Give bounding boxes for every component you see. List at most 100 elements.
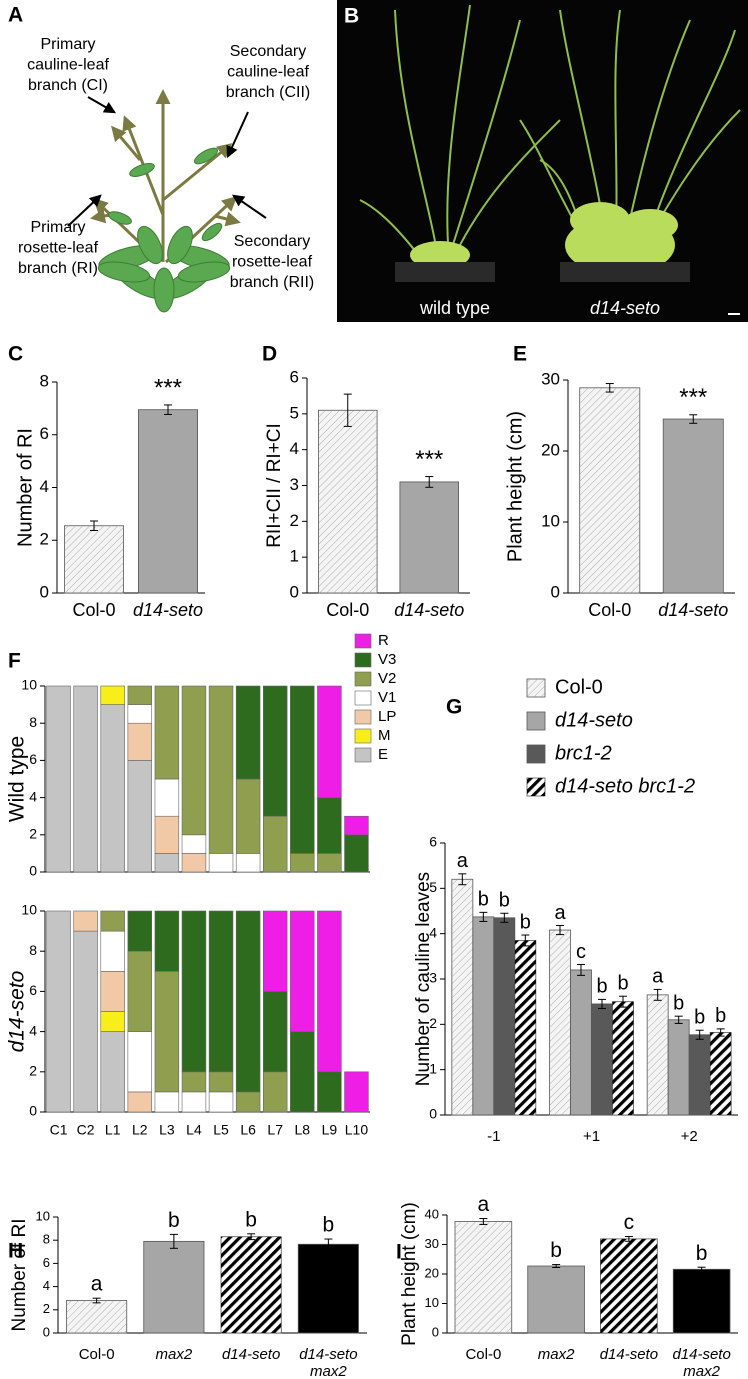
photo (337, 0, 748, 322)
bar-segment (235, 1091, 261, 1113)
significance: *** (679, 384, 707, 411)
x-tick-label: d14-seto (658, 600, 728, 620)
bar-segment (208, 1091, 234, 1113)
x-tick-label: +2 (681, 1128, 698, 1145)
diagram-label: branch (RII) (230, 274, 314, 291)
bar-segment (235, 853, 261, 873)
x-tick-label: d14-seto (299, 1346, 357, 1363)
x-tick-label: L5 (213, 1122, 229, 1138)
bar-segment (181, 853, 207, 873)
diagram-label: branch (CI) (28, 77, 108, 94)
legend-swatch (354, 671, 372, 687)
error-bar (458, 873, 467, 886)
bar-hatch (514, 940, 536, 1115)
bar-segment (317, 685, 342, 798)
y-tick-label: 0 (290, 582, 299, 601)
diagram-label: rosette-leaf (232, 254, 313, 271)
y-axis-label: Plant height (cm) (399, 1202, 420, 1346)
bar-segment (208, 910, 234, 1073)
diagram-label: cauline-leaf (227, 64, 309, 81)
bar-segment (344, 834, 369, 873)
y-tick-label: 2 (29, 1063, 37, 1079)
bar (591, 1003, 613, 1116)
bar-segment (290, 685, 315, 854)
significance: b (696, 1242, 708, 1265)
bar (688, 1034, 711, 1116)
bar-segment (208, 1071, 234, 1093)
bar-segment (181, 685, 207, 836)
y-tick-label: 6 (29, 751, 37, 767)
x-tick-label: L2 (132, 1122, 148, 1138)
legend-label: brc1-2 (555, 742, 612, 764)
bar-segment (100, 910, 125, 932)
bar-segment (181, 834, 207, 854)
legend-swatch (526, 744, 546, 764)
legend-label: E (378, 746, 388, 763)
y-tick-label: 10 (21, 902, 37, 918)
y-axis-label: Number of RI (9, 1219, 30, 1332)
bar-segment (154, 1091, 180, 1113)
diagram-label: Secondary (230, 43, 307, 60)
diagram-label: branch (RI) (18, 260, 98, 277)
error-bar (521, 934, 530, 947)
error-bar (247, 1233, 256, 1241)
bar-segment (73, 910, 98, 932)
bar-segment (154, 685, 180, 780)
error-bar (324, 1238, 333, 1250)
significance: b (673, 992, 684, 1014)
bar-segment (344, 1071, 369, 1113)
bar-segment (344, 815, 369, 836)
bar (527, 1265, 585, 1334)
error-bar (695, 1029, 704, 1040)
bar-segment (100, 704, 125, 873)
x-tick-label: d14-seto (133, 600, 203, 620)
y-tick-label: 3 (290, 475, 299, 494)
plant-diagram (67, 89, 267, 313)
photo-label: d14-seto (590, 298, 660, 318)
error-bar (169, 1233, 178, 1249)
bar (672, 1268, 731, 1334)
bar-hatch (549, 930, 571, 1115)
y-tick-label: 3 (429, 970, 437, 986)
bar-segment (208, 853, 234, 873)
diagram-label: cauline-leaf (27, 57, 109, 74)
bar-segment (181, 910, 207, 1073)
bar-hatch (318, 410, 378, 593)
significance: b (478, 889, 489, 911)
panel-label: D (262, 343, 277, 366)
bar-segment (235, 910, 261, 1093)
y-axis-label: Number of RI (14, 428, 36, 547)
bar-segment (181, 1071, 207, 1093)
y-tick-label: 6 (40, 424, 49, 443)
diagram-label: branch (CII) (226, 84, 310, 101)
y-tick-label: 0 (43, 1324, 50, 1339)
significance: *** (415, 446, 443, 473)
panel-label: A (8, 4, 23, 27)
bar-hatch (600, 1238, 658, 1333)
error-bar (619, 995, 627, 1008)
bar-segment (262, 991, 288, 1073)
y-tick-label: 8 (43, 1232, 50, 1247)
significance: b (694, 1007, 705, 1029)
y-tick-label: 10 (425, 1295, 439, 1310)
diagram-label: Secondary (234, 233, 311, 250)
bar (297, 1243, 359, 1334)
bar-segment (235, 685, 261, 780)
bar-segment (262, 910, 288, 992)
x-tick-label: d14-seto (222, 1346, 280, 1363)
bar-hatch (220, 1236, 282, 1333)
photo-label: wild type (419, 298, 490, 318)
significance: b (550, 1239, 562, 1262)
legend-swatch (354, 633, 372, 649)
legend-label: V2 (378, 670, 396, 687)
y-tick-label: 0 (432, 1324, 439, 1339)
bar-segment (317, 853, 342, 873)
legend-label: Col-0 (555, 676, 603, 698)
error-bar (716, 1028, 725, 1037)
error-bar (653, 988, 662, 1001)
bar (570, 969, 592, 1116)
y-tick-label: 0 (29, 863, 37, 879)
error-bar (556, 925, 564, 936)
error-bar (343, 393, 352, 427)
legend-label: V1 (378, 689, 396, 706)
